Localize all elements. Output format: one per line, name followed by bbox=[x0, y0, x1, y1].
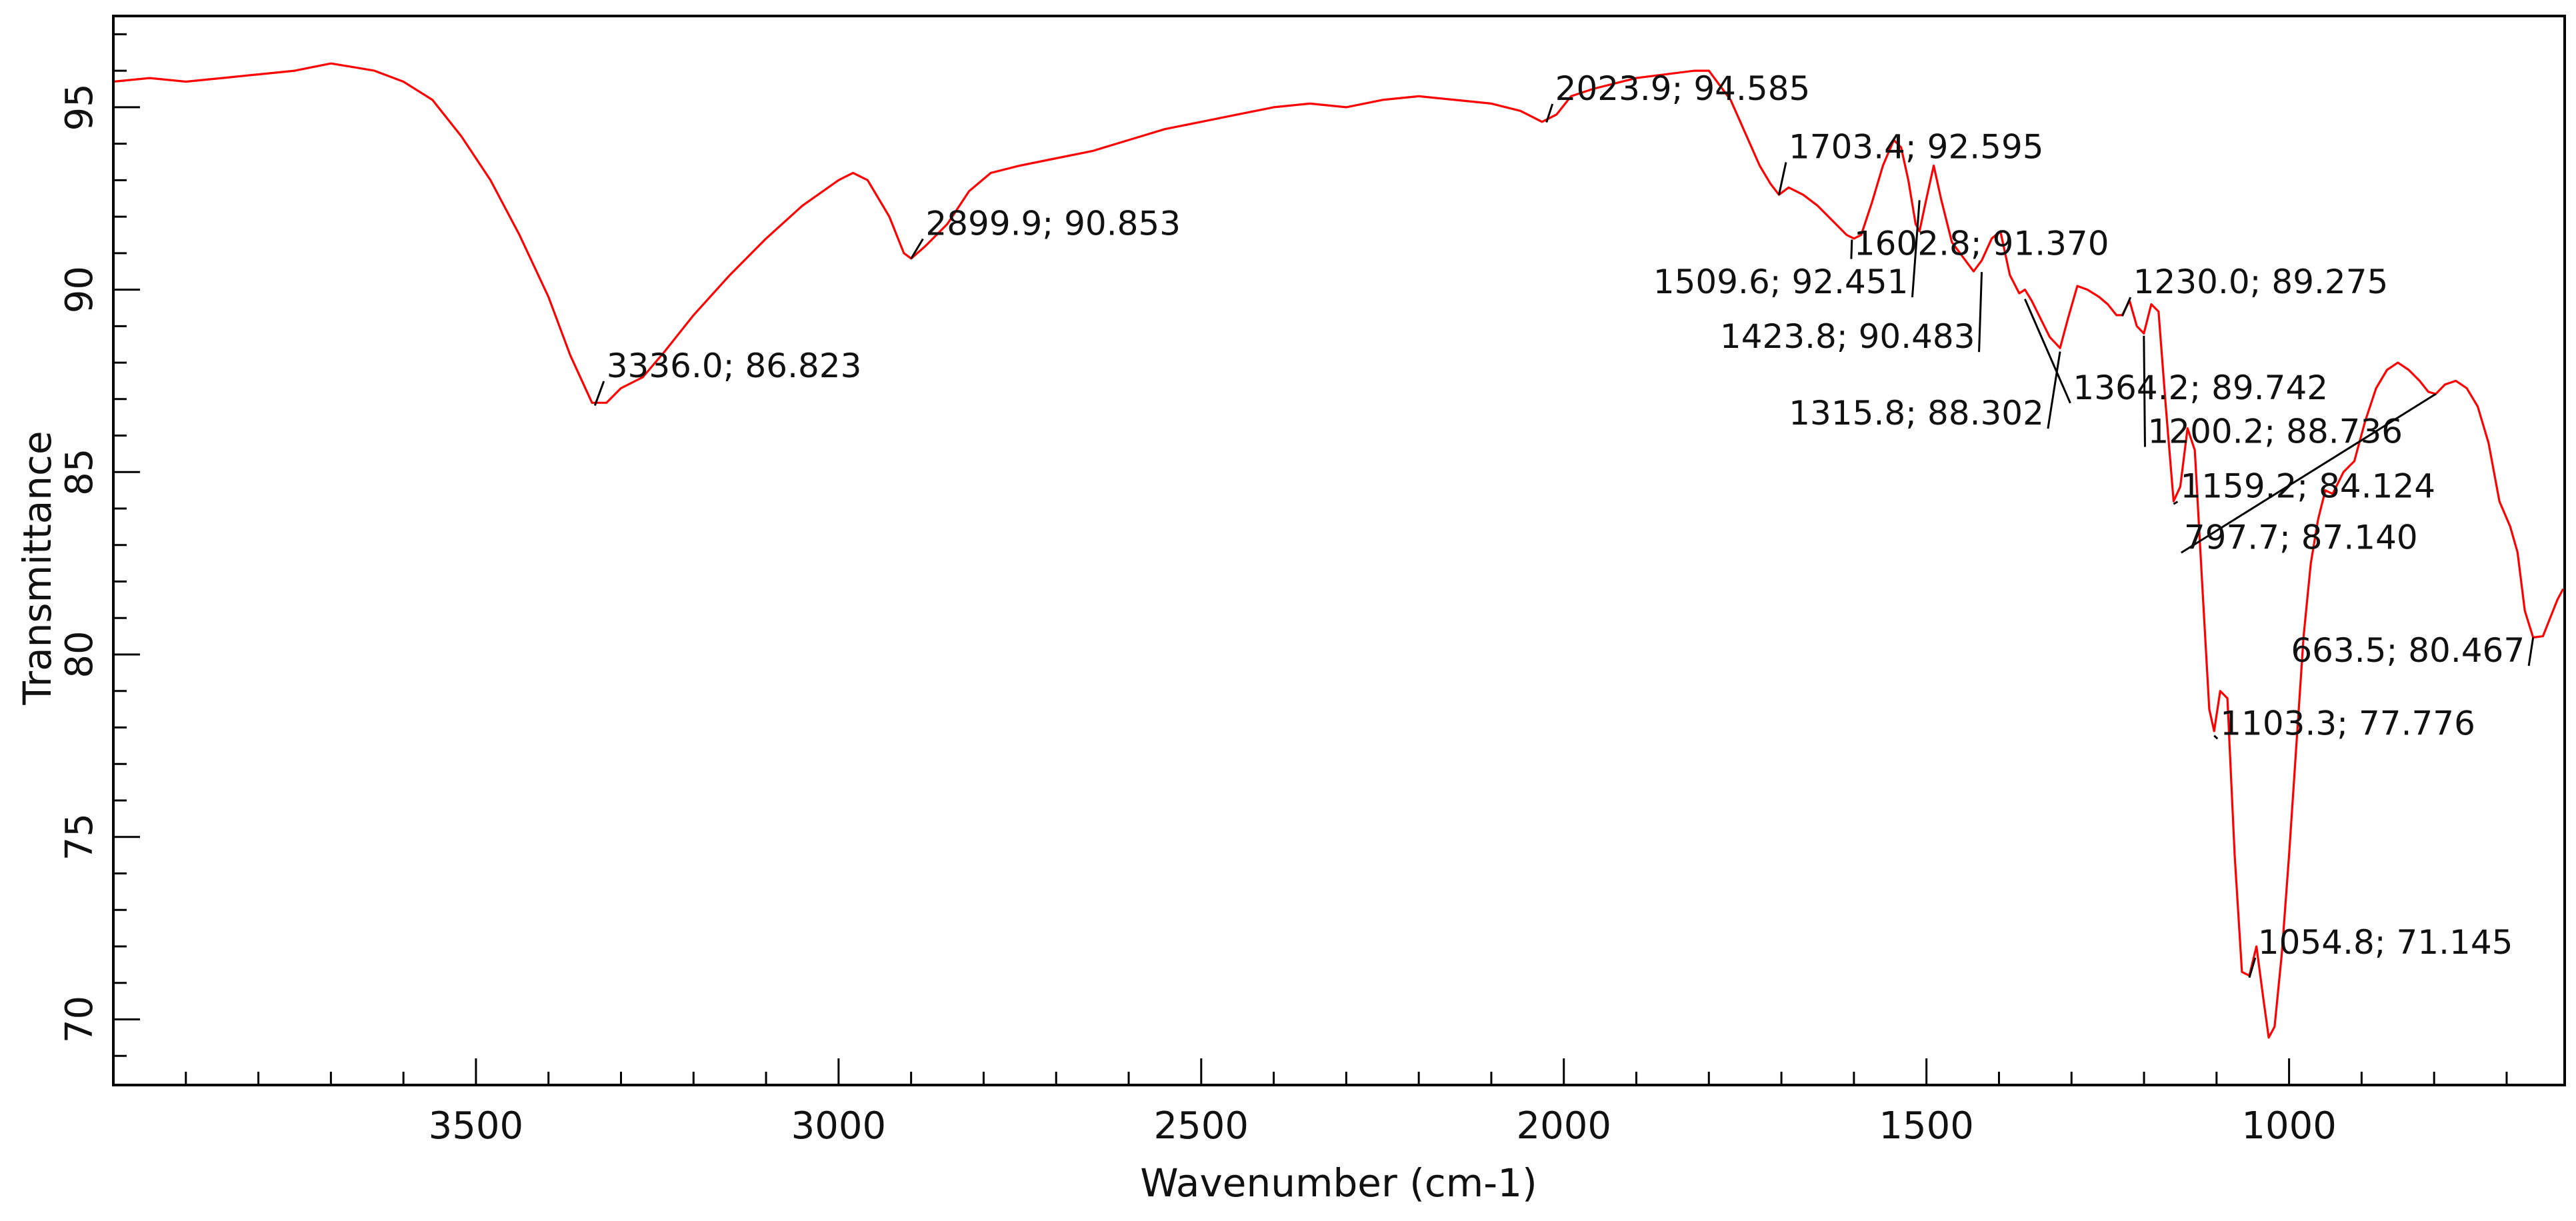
peak-label: 1103.3; 77.776 bbox=[2220, 704, 2475, 742]
peak-label: 1509.6; 92.451 bbox=[1653, 263, 1909, 301]
peak-leader-line bbox=[1911, 200, 1921, 298]
x-tick-label: 2000 bbox=[1516, 1104, 1611, 1148]
peak-label: 1054.8; 71.145 bbox=[2258, 923, 2513, 962]
peak-label: 1230.0; 89.275 bbox=[2133, 263, 2389, 301]
peak-leader-line bbox=[2143, 335, 2146, 447]
peak-leader-line bbox=[1545, 103, 1554, 123]
peak-leader-line bbox=[1777, 162, 1787, 195]
peak-leader-line bbox=[2047, 351, 2061, 429]
x-tick-label: 2500 bbox=[1154, 1104, 1249, 1148]
y-tick-label: 95 bbox=[58, 83, 101, 131]
peak-label: 663.5; 80.467 bbox=[2291, 631, 2525, 670]
peak-leader-line bbox=[2121, 297, 2132, 317]
peak-label: 2023.9; 94.585 bbox=[1555, 69, 1811, 108]
peak-label: 1602.8; 91.370 bbox=[1854, 225, 2109, 263]
x-tick-label: 1500 bbox=[1879, 1104, 1974, 1148]
peak-label: 1315.8; 88.302 bbox=[1789, 394, 2044, 433]
peak-label: 1364.2; 89.742 bbox=[2073, 369, 2328, 407]
peak-label: 3336.0; 86.823 bbox=[607, 347, 862, 385]
peak-leader-line bbox=[2248, 957, 2257, 978]
peak-leader-line bbox=[2527, 637, 2535, 666]
peak-label: 797.7; 87.140 bbox=[2184, 518, 2418, 557]
axis-ticks: 3500 3000 2500 2000 1500 1000 70 75 80 85 90 95 bbox=[58, 33, 2508, 1148]
peak-leader-line bbox=[1978, 272, 1983, 353]
y-tick-label: 85 bbox=[58, 449, 101, 496]
peak-leader-line bbox=[2024, 299, 2071, 404]
y-tick-label: 70 bbox=[58, 996, 101, 1043]
peak-label: 1703.4; 92.595 bbox=[1789, 128, 2044, 167]
peak-leader-line bbox=[2181, 393, 2437, 554]
peak-label: 1200.2; 88.736 bbox=[2147, 413, 2403, 451]
x-tick-label: 3500 bbox=[429, 1104, 524, 1148]
y-tick-label: 80 bbox=[58, 630, 101, 678]
peak-leader-line bbox=[2173, 501, 2179, 505]
peak-leader-line bbox=[1850, 239, 1853, 259]
peak-leader-line bbox=[593, 381, 605, 407]
peak-label: 2899.9; 90.853 bbox=[925, 204, 1181, 243]
series-line-transmittance bbox=[113, 62, 2565, 1039]
peak-leader-line bbox=[910, 238, 924, 259]
peak-leader-line bbox=[2213, 734, 2219, 740]
y-tick-label: 75 bbox=[58, 813, 101, 860]
x-axis-label: Wavenumber (cm-1) bbox=[1140, 1160, 1537, 1206]
y-axis-label: Transmittance bbox=[15, 431, 60, 705]
plot-frame bbox=[112, 15, 2566, 1086]
x-tick-label: 3000 bbox=[791, 1104, 887, 1148]
x-tick-label: 1000 bbox=[2241, 1104, 2337, 1148]
peak-label: 1423.8; 90.483 bbox=[1720, 317, 1975, 356]
y-tick-label: 90 bbox=[58, 266, 101, 313]
peak-annotations: 3336.0; 86.823 2899.9; 90.853 2023.9; 94.5… bbox=[593, 69, 2535, 978]
